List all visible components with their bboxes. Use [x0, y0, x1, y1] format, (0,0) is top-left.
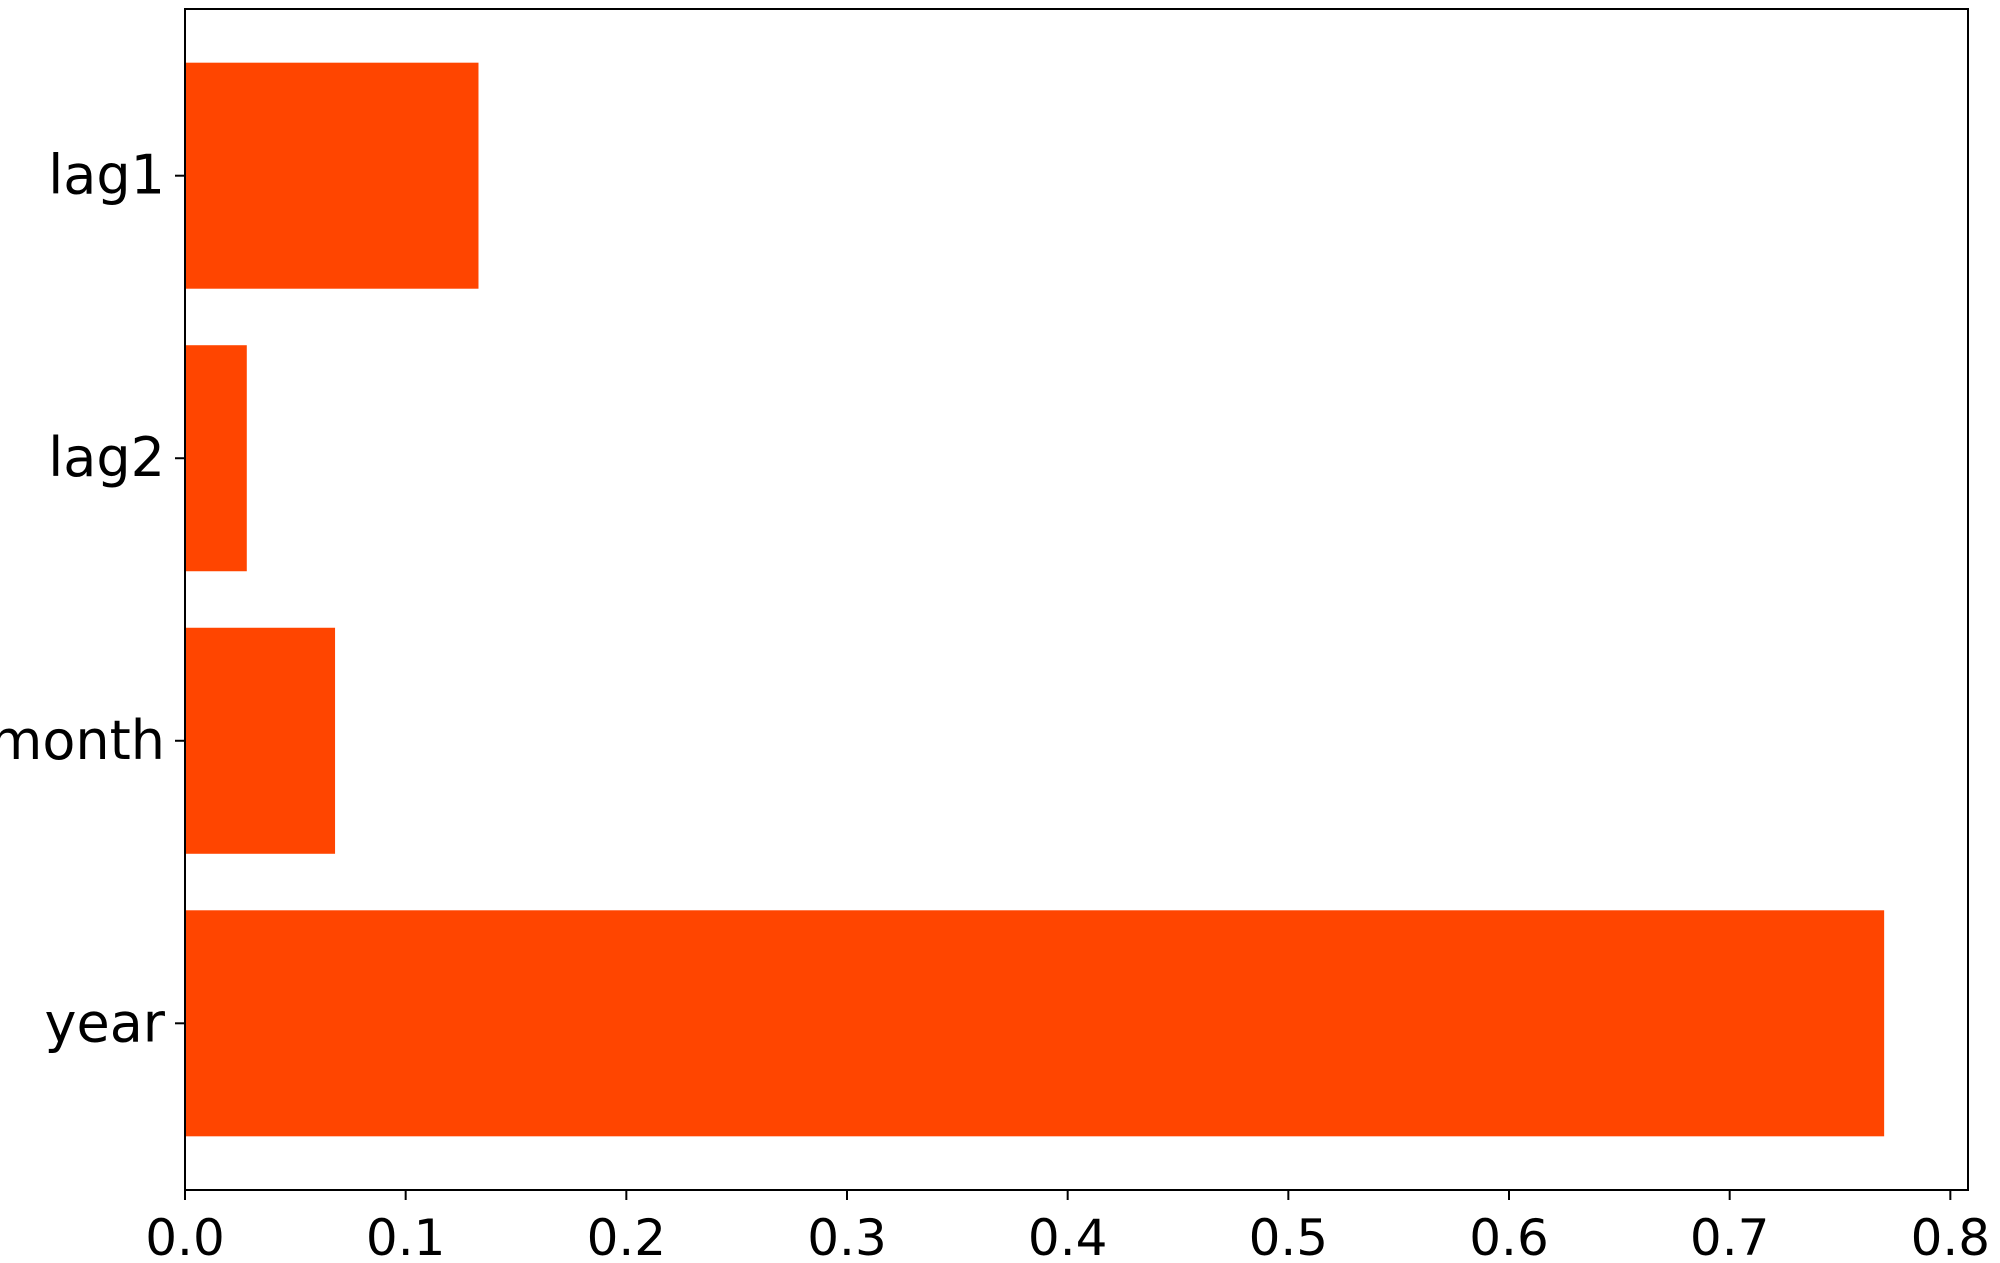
x-tick-label: 0.2: [587, 1209, 667, 1263]
y-tick-label-month: month: [0, 709, 165, 772]
x-tick-label: 0.7: [1690, 1209, 1770, 1263]
x-tick-label: 0.8: [1911, 1209, 1991, 1263]
x-tick-label: 0.4: [1028, 1209, 1108, 1263]
bar-year: [185, 910, 1885, 1137]
y-tick-label-lag2: lag2: [48, 426, 165, 489]
bar-lag1: [185, 62, 479, 289]
y-axis: year month lag2 lag1: [0, 144, 185, 1054]
x-tick-label: 0.6: [1469, 1209, 1549, 1263]
bar-lag2: [185, 345, 247, 572]
plot-frame: [184, 8, 1969, 1191]
y-tick-label-year: year: [45, 991, 166, 1054]
bars: [185, 62, 1885, 1137]
y-tick-label-lag1: lag1: [48, 144, 165, 207]
bar-month: [185, 627, 336, 854]
x-tick-label: 0.0: [145, 1209, 225, 1263]
x-tick-label: 0.3: [807, 1209, 887, 1263]
x-tick-label: 0.1: [366, 1209, 446, 1263]
x-axis: 0.0 0.1 0.2 0.3 0.4 0.5 0.6 0.7 0.8: [145, 1190, 1990, 1263]
x-tick-label: 0.5: [1249, 1209, 1329, 1263]
